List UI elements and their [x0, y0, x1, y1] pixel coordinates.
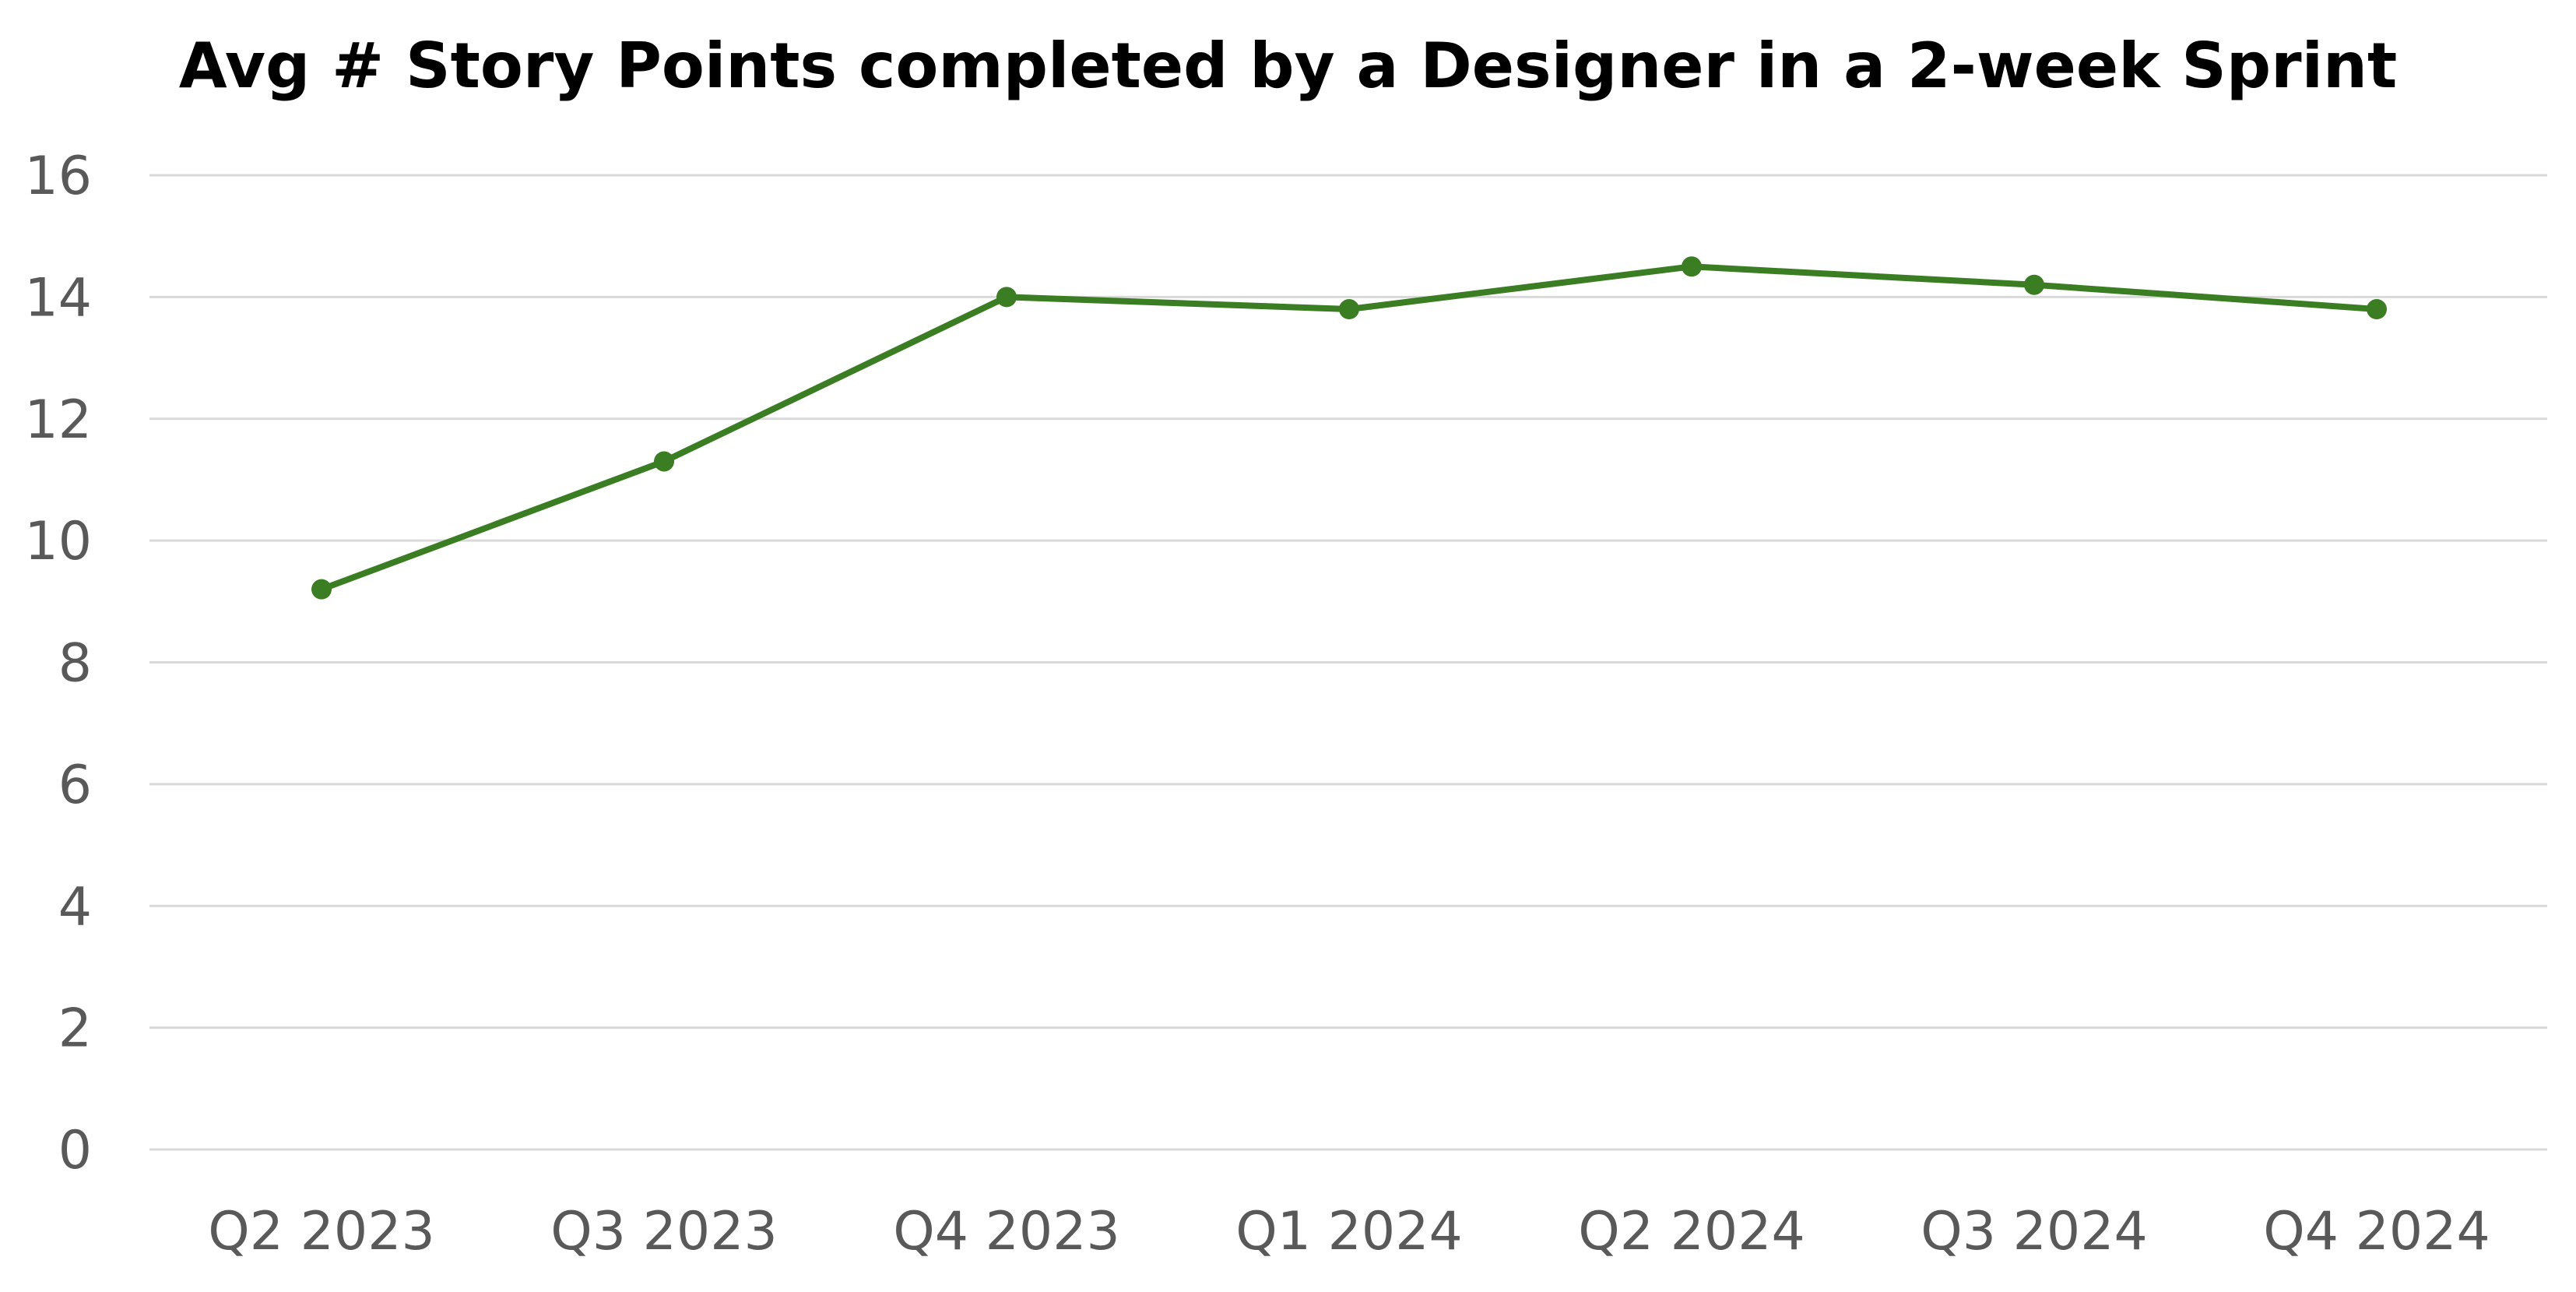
data-point	[2367, 299, 2387, 320]
y-tick-label: 16	[24, 146, 92, 207]
data-point	[1682, 256, 1702, 277]
chart-title: Avg # Story Points completed by a Design…	[178, 30, 2398, 102]
data-point	[654, 451, 674, 472]
data-point	[2024, 274, 2044, 295]
y-tick-label: 2	[58, 998, 92, 1060]
y-tick-label: 4	[58, 876, 92, 938]
x-tick-label: Q3 2024	[1921, 1201, 2147, 1262]
data-point	[1339, 299, 1359, 320]
y-tick-label: 14	[24, 267, 92, 329]
x-axis-ticks: Q2 2023 Q3 2023 Q4 2023 Q1 2024 Q2 2024 Q3 20…	[208, 1201, 2490, 1262]
y-tick-label: 12	[24, 389, 92, 451]
x-tick-label: Q4 2023	[893, 1201, 1119, 1262]
y-tick-label: 6	[58, 755, 92, 816]
y-tick-label: 8	[58, 633, 92, 695]
x-tick-label: Q1 2024	[1235, 1201, 1462, 1262]
x-tick-label: Q4 2024	[2263, 1201, 2490, 1262]
series-layer	[311, 256, 2387, 600]
y-tick-label: 0	[58, 1120, 92, 1181]
y-axis-ticks: 0 2 4 6 8 10 12 14 16	[24, 146, 92, 1181]
x-tick-label: Q3 2023	[550, 1201, 777, 1262]
x-tick-label: Q2 2023	[208, 1201, 434, 1262]
x-tick-label: Q2 2024	[1578, 1201, 1805, 1262]
data-point	[311, 579, 332, 600]
gridlines	[149, 174, 2547, 1151]
data-point	[996, 287, 1017, 308]
y-tick-label: 10	[24, 511, 92, 572]
